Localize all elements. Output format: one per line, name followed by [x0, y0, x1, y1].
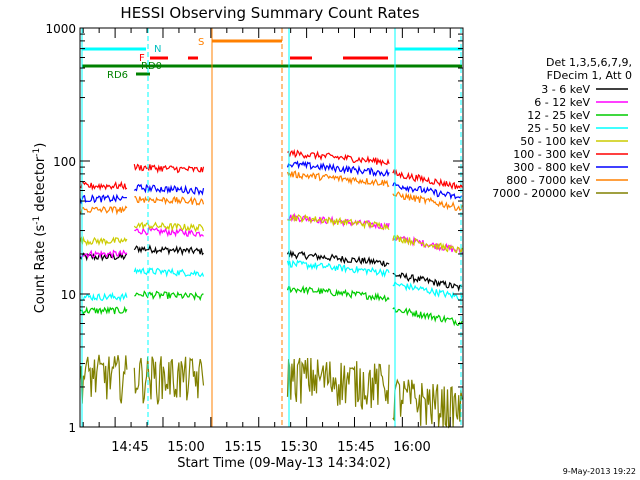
legend-item-label: 12 - 25 keV: [527, 109, 590, 122]
flag-label-rd0: RD0: [141, 61, 162, 72]
series-line: [79, 212, 463, 260]
y-axis-label-part-3: -1: [32, 148, 42, 157]
x-tick-label-1600: 16:00: [393, 440, 430, 455]
legend-item-label: 7000 - 20000 keV: [492, 187, 590, 200]
plot-frame: [79, 27, 464, 428]
series-line: [79, 213, 463, 255]
legend-item-label: 25 - 50 keV: [527, 122, 590, 135]
vertical-markers: [81, 28, 462, 427]
series-line: [79, 160, 463, 205]
legend-header-line-2: FDecim 1, Att 0: [547, 69, 632, 82]
y-tick-label-1000: 1000: [45, 22, 76, 36]
x-tick-label-1545: 15:45: [337, 440, 374, 455]
footer-date: 9-May-2013 19:22: [563, 467, 636, 476]
x-tick-label-1530: 15:30: [280, 440, 317, 455]
legend-item-label: 6 - 12 keV: [534, 96, 590, 109]
flag-label-rd6: RD6: [107, 70, 128, 81]
x-tick-label-1515: 15:15: [224, 440, 261, 455]
x-tick-label-1500: 15:00: [167, 440, 204, 455]
legend-item-label: 300 - 800 keV: [513, 161, 590, 174]
y-axis-label-part-4: ): [33, 143, 48, 148]
flag-label-s: S: [198, 37, 204, 48]
series-line: [79, 244, 463, 292]
x-tick-label-1445: 14:45: [111, 440, 148, 455]
flag-label-n: N: [154, 44, 161, 55]
legend-item-label: 3 - 6 keV: [541, 83, 590, 96]
series-line: [79, 170, 463, 216]
series-line: [79, 354, 463, 429]
legend-item-label: 100 - 300 keV: [513, 148, 590, 161]
y-axis-label: Count Rate (s-1 detector-1): [32, 143, 48, 314]
y-tick-label-10: 10: [61, 288, 76, 302]
y-tick-label-100: 100: [53, 155, 76, 169]
flag-label-f: F: [139, 53, 145, 64]
legend-item-label: 800 - 7000 keV: [506, 174, 590, 187]
y-axis-label-part-0: Count Rate (s: [33, 225, 48, 314]
series-line: [79, 284, 463, 327]
y-axis-label-part-2: detector: [33, 156, 48, 216]
series-layer: [79, 148, 463, 429]
legend-item-label: 50 - 100 keV: [520, 135, 590, 148]
y-axis-label-part-1: -1: [32, 216, 42, 225]
axes: [80, 28, 463, 428]
series-line: [79, 259, 463, 303]
y-tick-label-1: 1: [68, 421, 76, 435]
chart-title: HESSI Observing Summary Count Rates: [120, 4, 419, 22]
legend: Det 1,3,5,6,7,9, FDecim 1, Att 0 3 - 6 k…: [492, 56, 632, 200]
flags-layer: [82, 39, 462, 76]
series-line: [79, 148, 463, 191]
legend-header-line-1: Det 1,3,5,6,7,9,: [546, 56, 632, 69]
x-axis-label: Start Time (09-May-13 14:34:02): [177, 456, 391, 471]
